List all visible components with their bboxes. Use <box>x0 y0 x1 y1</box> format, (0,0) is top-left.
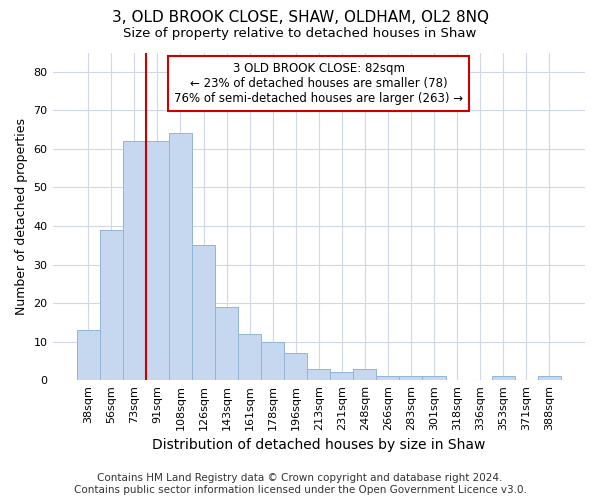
Text: Size of property relative to detached houses in Shaw: Size of property relative to detached ho… <box>124 28 476 40</box>
Bar <box>169 134 192 380</box>
Bar <box>307 368 330 380</box>
Bar <box>491 376 515 380</box>
Text: 3 OLD BROOK CLOSE: 82sqm
← 23% of detached houses are smaller (78)
76% of semi-d: 3 OLD BROOK CLOSE: 82sqm ← 23% of detach… <box>174 62 463 106</box>
Bar <box>422 376 446 380</box>
Bar <box>538 376 561 380</box>
Bar <box>376 376 400 380</box>
Bar <box>284 353 307 380</box>
Bar <box>261 342 284 380</box>
Bar <box>100 230 123 380</box>
Bar <box>215 307 238 380</box>
Text: 3, OLD BROOK CLOSE, SHAW, OLDHAM, OL2 8NQ: 3, OLD BROOK CLOSE, SHAW, OLDHAM, OL2 8N… <box>112 10 488 25</box>
Bar <box>238 334 261 380</box>
Y-axis label: Number of detached properties: Number of detached properties <box>15 118 28 315</box>
Bar <box>192 246 215 380</box>
Bar <box>353 368 376 380</box>
Bar <box>77 330 100 380</box>
Text: Contains HM Land Registry data © Crown copyright and database right 2024.
Contai: Contains HM Land Registry data © Crown c… <box>74 474 526 495</box>
Bar <box>146 141 169 380</box>
Bar <box>123 141 146 380</box>
Bar <box>330 372 353 380</box>
Bar <box>400 376 422 380</box>
X-axis label: Distribution of detached houses by size in Shaw: Distribution of detached houses by size … <box>152 438 485 452</box>
